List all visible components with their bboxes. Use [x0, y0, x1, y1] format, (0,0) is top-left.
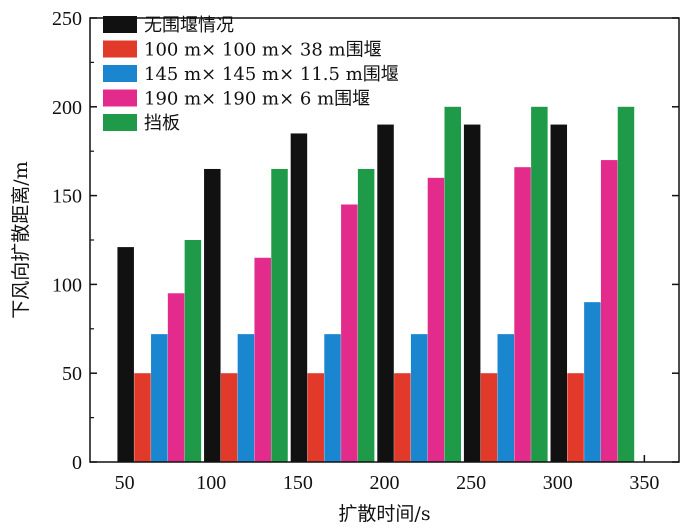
- bar-series-4-group-1: [167, 293, 185, 462]
- legend-swatch-4: [103, 89, 137, 107]
- bar-series-2-group-2: [220, 373, 238, 462]
- x-tick-label: 100: [196, 472, 226, 494]
- legend-label-2: 100 m× 100 m× 38 m围堰: [144, 40, 382, 61]
- x-tick-label: 250: [456, 472, 486, 494]
- bar-series-1-group-1: [117, 247, 134, 462]
- legend: 无围堰情况 100 m× 100 m× 38 m围堰 145 m× 145 m× 1…: [103, 15, 399, 134]
- bar-series-3-group-1: [151, 334, 168, 462]
- x-tick-label: 50: [115, 472, 135, 494]
- bar-series-1-group-4: [377, 124, 394, 462]
- bar-series-3-group-2: [237, 334, 255, 462]
- y-tick-label: 150: [52, 186, 82, 208]
- bar-series-5-group-1: [184, 240, 202, 462]
- legend-label-3: 145 m× 145 m× 11.5 m围堰: [144, 64, 399, 85]
- bar-series-3-group-4: [410, 334, 428, 462]
- bar-series-1-group-6: [550, 124, 568, 462]
- x-axis: 50 100 150 200 250 300 350: [115, 455, 659, 494]
- bar-series-2-group-6: [567, 373, 584, 462]
- y-tick-label: 250: [52, 8, 82, 30]
- bar-series-2-group-3: [307, 373, 324, 462]
- x-axis-label: 扩散时间/s: [338, 503, 430, 525]
- bar-series-2-group-4: [394, 373, 411, 462]
- bar-series-3-group-5: [497, 334, 515, 462]
- legend-swatch-3: [103, 65, 137, 82]
- bar-series-4-group-3: [341, 204, 358, 463]
- bar-series-5-group-4: [444, 106, 461, 463]
- bar-series-5-group-5: [531, 106, 548, 463]
- bar-series-4-group-4: [427, 177, 445, 462]
- bar-series-5-group-2: [271, 168, 288, 462]
- bar-series-4-group-6: [600, 160, 618, 462]
- bars-layer: [117, 106, 635, 463]
- x-tick-label: 200: [370, 472, 400, 494]
- legend-label-1: 无围堰情况: [144, 15, 234, 36]
- y-axis: 0 50 100 150 200 250: [52, 8, 679, 474]
- bar-series-4-group-2: [254, 257, 271, 462]
- bar-series-5-group-6: [617, 106, 635, 463]
- bar-series-1-group-2: [204, 168, 221, 462]
- y-tick-label: 50: [62, 363, 82, 385]
- y-tick-label: 100: [52, 274, 82, 296]
- legend-label-4: 190 m× 190 m× 6 m围堰: [144, 89, 370, 110]
- legend-label-5: 挡板: [144, 113, 180, 134]
- bar-series-3-group-3: [324, 334, 341, 462]
- bar-series-1-group-5: [463, 124, 481, 462]
- x-tick-label: 150: [283, 472, 313, 494]
- bar-series-2-group-1: [134, 373, 151, 462]
- legend-swatch-5: [103, 114, 137, 131]
- bar-series-4-group-5: [514, 167, 531, 462]
- y-axis-label: 下风向扩散距离/m: [10, 161, 32, 318]
- x-tick-label: 350: [629, 472, 659, 494]
- y-tick-label: 0: [72, 452, 82, 474]
- legend-swatch-2: [103, 40, 137, 58]
- bar-series-1-group-3: [290, 133, 308, 462]
- bar-series-3-group-6: [584, 302, 601, 462]
- legend-swatch-1: [103, 16, 137, 33]
- y-tick-label: 200: [52, 97, 82, 119]
- x-tick-label: 300: [543, 472, 573, 494]
- bar-series-2-group-5: [480, 373, 498, 462]
- bar-series-5-group-3: [357, 168, 375, 462]
